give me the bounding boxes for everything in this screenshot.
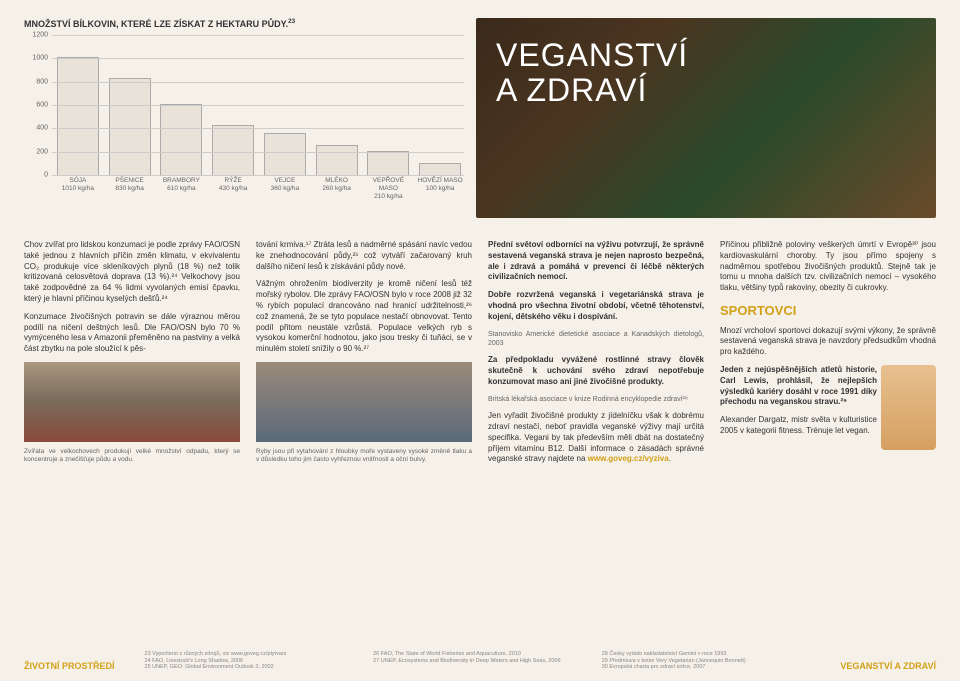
bar-label: SÓJA1010 kg/ha	[53, 177, 103, 193]
footnotes: 23 Vypočteno z různých zdrojů, viz www.g…	[145, 651, 811, 671]
footnote-col: 28 Česky vydalo nakladatelství Gemini v …	[602, 651, 811, 671]
quote-attribution: Stanovisko Americké dietetické asociace …	[488, 330, 704, 349]
hero-title: VEGANSTVÍA ZDRAVÍ	[496, 38, 688, 108]
bar	[367, 151, 409, 176]
bar	[264, 133, 306, 175]
quote-text: Přední světoví odborníci na výživu potvr…	[488, 240, 704, 283]
text-block: Vážným ohrožením biodiverzity je kromě n…	[256, 279, 472, 355]
bar	[160, 104, 202, 175]
text-block: Příčinou přibližně poloviny veškerých úm…	[720, 240, 936, 294]
text-block: Chov zvířat pro lidskou konzumaci je pod…	[24, 240, 240, 305]
image-fish	[256, 362, 472, 442]
footer-left-label: ŽIVOTNÍ PROSTŘEDÍ	[24, 661, 115, 671]
bar	[109, 78, 151, 175]
page-footer: ŽIVOTNÍ PROSTŘEDÍ 23 Vypočteno z různých…	[24, 651, 936, 671]
quote-text: Dobře rozvržená veganská i vegetariánská…	[488, 290, 704, 322]
bar	[316, 145, 358, 175]
bar-label: MLÉKO260 kg/ha	[312, 177, 362, 193]
text-block: Konzumace živočišných potravin se dále v…	[24, 312, 240, 355]
bar-label: HOVĚZÍ MASO100 kg/ha	[415, 177, 465, 193]
bar-label: RÝŽE430 kg/ha	[208, 177, 258, 193]
text-block: tování krmiva.¹⁷ Ztráta lesů a nadměrné …	[256, 240, 472, 272]
text-block: Jen vyřadit živočišné produkty z jídelní…	[488, 411, 704, 465]
bar-label: VEPŘOVÉ MASO210 kg/ha	[363, 177, 413, 200]
footnote-col: 26 FAO, The State of World Fisheries and…	[373, 651, 582, 671]
column-3: Přední světoví odborníci na výživu potvr…	[488, 240, 704, 472]
column-1: Chov zvířat pro lidskou konzumaci je pod…	[24, 240, 240, 472]
bar	[57, 57, 99, 175]
footer-right-label: VEGANSTVÍ A ZDRAVÍ	[840, 661, 936, 671]
bar	[419, 163, 461, 175]
bar-label: BRAMBORY610 kg/ha	[156, 177, 206, 193]
image-caption: Ryby jsou při vytahování z hloubky moře …	[256, 448, 472, 464]
protein-chart: 020040060080010001200 SÓJA1010 kg/haPŠEN…	[24, 35, 464, 205]
bar-label: VEJCE360 kg/ha	[260, 177, 310, 193]
image-athlete	[881, 365, 936, 450]
column-2: tování krmiva.¹⁷ Ztráta lesů a nadměrné …	[256, 240, 472, 472]
bar-label: PŠENICE830 kg/ha	[105, 177, 155, 193]
bar	[212, 125, 254, 175]
column-4: Příčinou přibližně poloviny veškerých úm…	[720, 240, 936, 472]
link-vyziva[interactable]: www.goveg.cz/vyziva	[588, 454, 669, 463]
section-heading: SPORTOVCI	[720, 302, 936, 320]
image-feedlot	[24, 362, 240, 442]
footnote-col: 23 Vypočteno z různých zdrojů, viz www.g…	[145, 651, 354, 671]
hero-banner: VEGANSTVÍA ZDRAVÍ	[476, 18, 936, 218]
quote-attribution: Britská lékařská asociace v knize Rodinn…	[488, 395, 704, 404]
quote-text: Za předpokladu vyvážené rostlinné stravy…	[488, 355, 704, 387]
image-caption: Zvířata ve velkochovech produkují velké …	[24, 448, 240, 464]
text-block: Mnozí vrcholoví sportovci dokazují svými…	[720, 326, 936, 358]
